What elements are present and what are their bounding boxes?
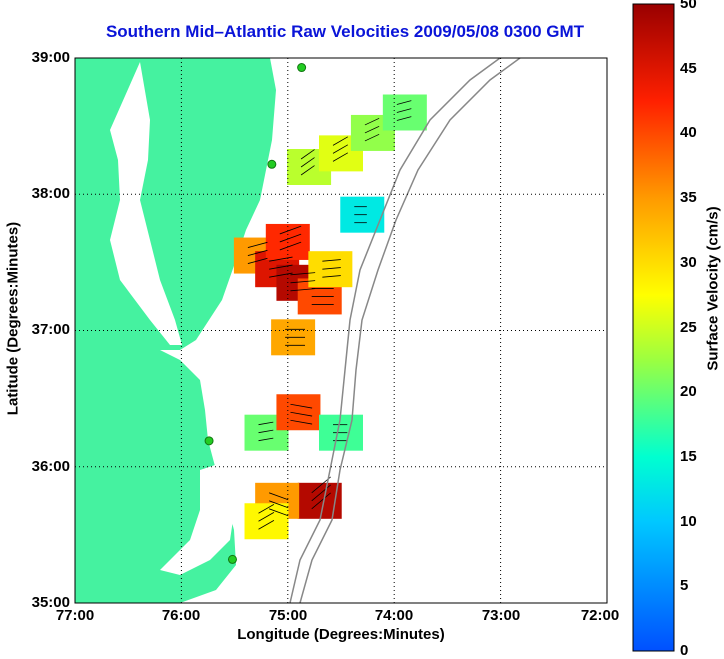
colorbar-tick: 0 (680, 642, 689, 659)
y-tick-label: 35:00 (31, 594, 70, 611)
colorbar-tick: 10 (680, 513, 697, 530)
colorbar-tick: 30 (680, 254, 697, 271)
velocity-arrow (290, 419, 313, 425)
velocity-cell (276, 394, 321, 431)
x-tick-label: 73:00 (481, 607, 521, 624)
chart-title: Southern Mid–Atlantic Raw Velocities 200… (105, 22, 585, 41)
y-tick-label: 39:00 (31, 49, 70, 66)
velocity-arrow (332, 136, 349, 146)
velocity-arrow (290, 288, 316, 292)
velocity-arrow (269, 500, 289, 509)
colorbar-tick: 50 (680, 0, 697, 12)
velocity-arrow (258, 520, 275, 530)
station-marker (204, 436, 214, 446)
velocity-cell (308, 251, 353, 288)
station-marker (297, 63, 307, 73)
y-tick-label: 37:00 (31, 321, 70, 338)
velocity-arrow (258, 421, 274, 426)
velocity-arrow (332, 152, 349, 162)
colorbar-tick: 45 (680, 60, 697, 77)
velocity-arrow (269, 264, 293, 270)
pamlico-sound (160, 460, 236, 575)
axes-frame (74, 57, 608, 604)
velocity-arrow (279, 241, 302, 251)
velocity-arrow (300, 149, 315, 160)
velocity-cell (382, 94, 427, 131)
y-tick-label: 36:00 (31, 458, 70, 475)
velocity-arrow (247, 257, 268, 264)
velocity-arrow (290, 411, 313, 417)
velocity-arrow (300, 165, 315, 176)
velocity-arrow (300, 157, 315, 168)
station-marker (267, 159, 277, 169)
grid-lines (75, 58, 607, 603)
x-tick-label: 72:00 (580, 607, 620, 624)
velocity-arrow (269, 272, 293, 278)
bathymetry-contour (289, 58, 501, 603)
bathymetry-contour-2 (299, 58, 521, 603)
velocity-arrow (332, 144, 349, 154)
velocity-arrow (269, 492, 289, 501)
x-tick-label: 77:00 (55, 607, 95, 624)
velocity-arrow (322, 259, 341, 262)
velocity-cell (265, 223, 310, 260)
velocity-arrow (258, 437, 274, 442)
velocity-arrow (396, 116, 412, 121)
x-tick-label: 75:00 (268, 607, 308, 624)
velocity-arrow (311, 492, 331, 510)
velocity-arrow (279, 225, 302, 235)
x-axis-label: Longitude (Degrees:Minutes) (237, 626, 445, 643)
velocity-arrow (269, 508, 289, 517)
velocity-arrow (258, 504, 275, 514)
stations (204, 63, 307, 564)
velocity-arrow (290, 403, 313, 409)
velocity-arrow (269, 256, 293, 262)
colorbar-tick: 25 (680, 319, 697, 336)
y-axis-label: Latitude (Degrees:Minutes) (4, 221, 22, 416)
colorbar-tick: 15 (680, 448, 697, 465)
x-tick-label: 74:00 (374, 607, 414, 624)
colorbar-tick: 5 (680, 577, 689, 594)
velocity-arrow (322, 275, 341, 278)
y-tick-label: 38:00 (31, 185, 70, 202)
colorbar-tick: 20 (680, 383, 697, 400)
velocity-arrow (247, 241, 268, 248)
velocity-arrow (290, 272, 316, 276)
colorbar (632, 3, 675, 652)
station-marker (227, 554, 237, 564)
chesapeake-bay (110, 62, 182, 345)
velocity-arrow (396, 108, 412, 113)
colorbar-tick: 40 (680, 124, 697, 141)
velocity-arrow (396, 100, 412, 105)
colorbar-tick: 35 (680, 189, 697, 206)
x-tick-label: 76:00 (161, 607, 201, 624)
velocity-cell (244, 503, 289, 540)
velocity-arrow (247, 249, 268, 256)
velocity-arrow (311, 484, 331, 502)
velocity-arrow (322, 267, 341, 270)
velocity-arrow (364, 125, 380, 134)
velocity-arrow (290, 280, 316, 284)
velocity-arrow (364, 117, 380, 126)
velocity-field (233, 94, 427, 540)
velocity-arrow (279, 233, 302, 243)
velocity-arrow (364, 133, 380, 142)
velocity-arrow (258, 429, 274, 434)
velocity-arrow (258, 512, 275, 522)
